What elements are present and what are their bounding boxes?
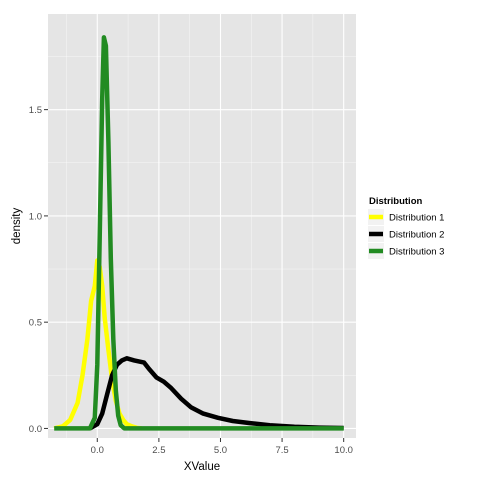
y-axis-title: density <box>11 208 23 245</box>
series-line-3 <box>54 35 344 431</box>
y-tick-label: 0.0 <box>29 424 42 435</box>
x-tick-label: 7.5 <box>275 445 288 456</box>
y-axis: 0.0 0.5 1.0 1.5 <box>29 105 48 435</box>
x-tick-label: 5.0 <box>214 445 227 456</box>
x-tick-label: 2.5 <box>152 445 165 456</box>
y-tick-label: 1.0 <box>29 211 42 222</box>
grid-layer <box>48 14 356 438</box>
y-tick-label: 0.5 <box>29 318 42 329</box>
x-tick-label: 10.0 <box>334 445 353 456</box>
plot-panel <box>48 14 356 438</box>
series-layer <box>53 35 344 431</box>
x-axis: 0.0 2.5 5.0 7.5 10.0 <box>91 438 353 456</box>
series-line-2 <box>88 356 344 431</box>
y-tick-label: 1.5 <box>29 105 42 116</box>
x-tick-label: 0.0 <box>91 445 104 456</box>
legend-label-2: Distribution 2 <box>389 230 444 241</box>
legend-title: Distribution <box>369 196 422 207</box>
x-axis-title: XValue <box>184 461 220 473</box>
legend-label-1: Distribution 1 <box>389 213 444 224</box>
series-line-1 <box>53 258 142 431</box>
legend-label-3: Distribution 3 <box>389 247 444 258</box>
legend-items: Distribution 1 Distribution 2 Distribution… <box>368 209 444 259</box>
legend: Distribution Distribution 1Distribution … <box>368 196 444 259</box>
